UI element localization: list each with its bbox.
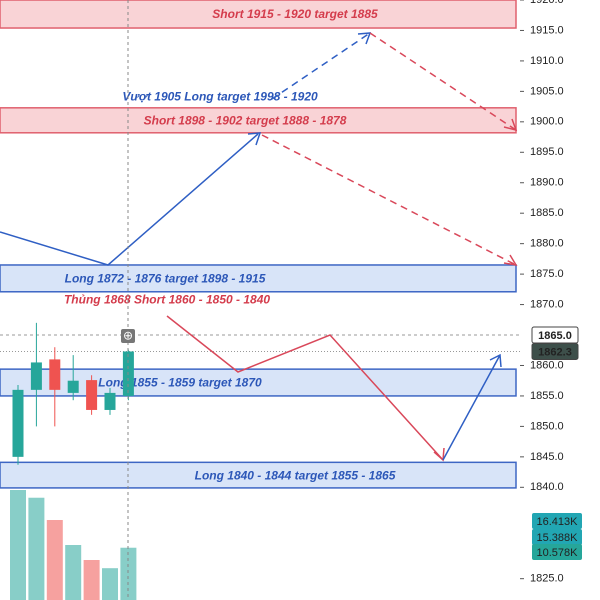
y-tick-label: 1890.0 [530,177,564,189]
volume-bar [120,547,137,600]
arrow [166,315,444,461]
arrow [442,354,501,461]
zone-label: Short 1915 - 1920 target 1885 [212,7,378,21]
zone-label: Short 1898 - 1902 target 1888 - 1878 [144,113,347,127]
candle-body [104,392,116,410]
y-tick-label: 1825.0 [530,573,564,585]
volume-bar [28,497,45,600]
annotation: Thủng 1868 Short 1860 - 1850 - 1840 [64,292,270,306]
zone-label: Long 1840 - 1844 target 1855 - 1865 [195,468,396,482]
volume-label: 10.578K [537,547,579,559]
zone [0,107,517,134]
y-tick-label: 1845.0 [530,451,564,463]
zone [0,264,517,293]
volume-bar [65,545,82,600]
candle-body [67,380,79,393]
y-tick-label: 1915.0 [530,24,564,36]
volume-bar [46,520,63,600]
y-tick-label: 1920.0 [530,0,564,6]
price-label: 1862.3 [538,346,572,358]
y-tick-label: 1855.0 [530,390,564,402]
volume-label: 15.388K [537,532,579,544]
volume-bar [83,560,100,600]
zone-label: Long 1872 - 1876 target 1898 - 1915 [65,272,266,286]
arrow [369,32,517,131]
volume-label-box [532,544,582,560]
price-label-box [531,342,579,360]
arrow-head [503,254,518,267]
zone [0,461,517,489]
zones: Short 1915 - 1920 target 1885 Short 1898 … [0,0,517,489]
volume-label: 16.413K [537,516,579,528]
candle-body [12,389,24,457]
candle-body [30,362,42,390]
arrow [0,133,259,266]
plus-icon: ⊕ [123,329,133,343]
volume-label-box [532,513,582,529]
y-tick-label: 1895.0 [530,146,564,158]
y-tick-label: 1885.0 [530,207,564,219]
arrow-head [489,353,502,368]
volume-bar [10,490,26,600]
candle-body [86,380,98,410]
y-tick-label: 1840.0 [530,481,564,493]
y-tick-label: 1905.0 [530,85,564,97]
volume-label-box [532,529,582,545]
y-tick-label: 1860.0 [530,359,564,371]
y-tick-label: 1880.0 [530,238,564,250]
y-tick-label: 1900.0 [530,116,564,128]
zone-label: Long 1855 - 1859 target 1870 [98,376,262,390]
annotation: Vượt 1905 Long target 1998 - 1920 [122,90,318,104]
candle-body [49,359,61,390]
plus-button[interactable] [121,329,135,343]
arrows [0,32,518,462]
y-tick-label: 1875.0 [530,268,564,280]
zone [0,368,517,397]
arrow-head [503,118,518,132]
y-tick-label: 1870.0 [530,298,564,310]
arrow-head [247,132,262,146]
volume-bar [102,568,118,600]
price-label: 1865.0 [538,330,572,342]
y-tick-label: 1910.0 [530,55,564,67]
axis: 1920.0 1915.0 1910.0 1905.0 1900.0 1895.0 1890… [520,0,582,585]
zone [0,0,517,29]
y-tick-label: 1850.0 [530,420,564,432]
arrow [271,32,371,100]
price-axis [520,0,600,600]
